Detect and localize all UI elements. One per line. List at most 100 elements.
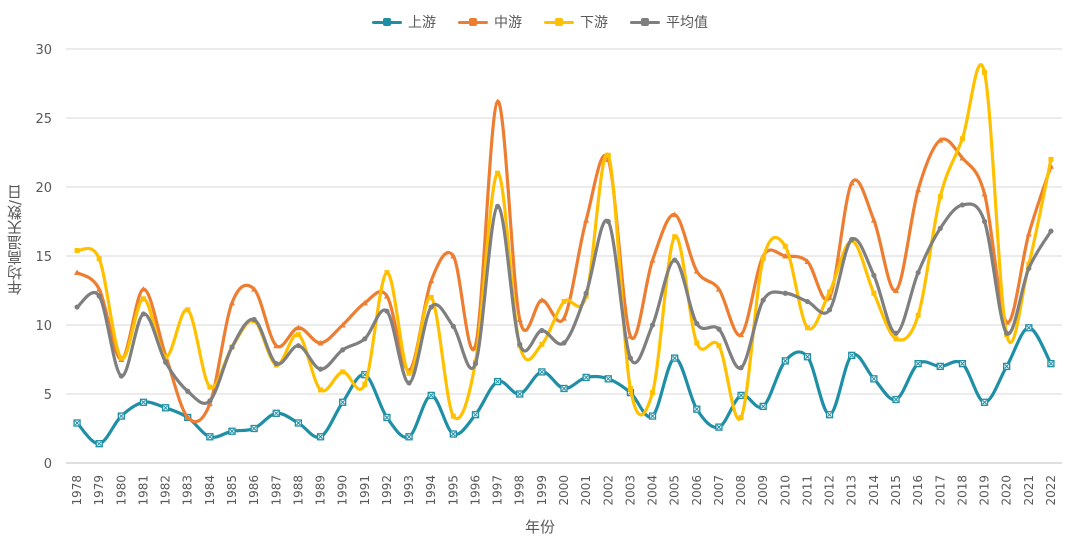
data-point [804,258,811,265]
x-tick-label: 2001 [579,475,593,506]
data-point [893,336,899,342]
data-point [428,277,435,284]
data-point [871,272,877,278]
data-point [295,324,302,331]
x-tick-label: 1995 [446,475,460,506]
data-point [716,343,722,349]
x-tick-label: 2017 [933,475,947,506]
y-tick-label: 20 [35,181,52,196]
x-axis-ticks: 1978 1979 1980 1981 1982 1983 1984 1985 1986 1987… [70,475,1058,506]
data-point-cross [74,420,80,426]
data-point [827,289,833,295]
data-point [627,385,633,391]
x-tick-label: 2008 [734,475,748,506]
data-point [538,297,545,303]
data-point-cross [318,434,323,440]
data-point-cross [782,358,788,364]
data-point [318,387,324,393]
legend-label-midstream: 中游 [494,15,522,31]
data-point [937,137,944,143]
data-point [716,326,722,332]
data-point-cross [1048,361,1054,366]
data-point [694,340,700,346]
legend-swatch-midstream [458,15,488,29]
data-point [915,186,922,193]
data-point [185,388,191,394]
y-tick-label: 15 [35,250,52,265]
y-tick-label: 25 [35,112,52,127]
data-point [760,256,766,262]
legend: 上游 中游 下游 平均值 [0,12,1080,32]
data-point-cross [1004,364,1010,369]
data-point [251,316,257,323]
x-tick-label: 1999 [535,475,549,506]
data-point [207,384,213,390]
data-point [118,355,124,361]
x-tick-label: 1988 [291,475,305,506]
x-tick-label: 2021 [1022,475,1036,506]
x-tick-label: 1989 [314,475,328,506]
data-point-cross [428,393,434,398]
legend-item-upstream: 上游 [372,12,436,32]
data-point [583,217,590,223]
data-point [760,297,766,303]
data-point-cross [561,386,567,391]
data-point [782,243,788,249]
x-tick-label: 1998 [513,475,527,506]
data-point [982,69,988,75]
data-point [915,269,921,276]
gridlines [66,48,1062,464]
data-point-cross [849,353,855,358]
data-point [384,270,390,276]
data-point-cross [473,412,478,418]
x-tick-label: 1978 [70,475,84,506]
data-point [1026,265,1032,272]
x-tick-label: 1996 [468,475,482,506]
data-point [649,322,656,328]
data-point [406,370,412,376]
data-point [273,342,280,349]
data-point [317,339,324,346]
data-point [782,290,788,296]
x-tick-label: 2018 [955,475,969,506]
x-tick-label: 1981 [136,475,150,506]
data-point [516,316,523,322]
data-point [915,312,921,318]
data-point-cross [694,406,700,412]
data-point [185,307,191,313]
legend-swatch-downstream [544,15,574,29]
x-tick-label: 1979 [92,475,106,506]
data-point [495,203,501,209]
data-point [672,234,678,240]
data-point [804,298,811,305]
data-point [804,325,810,331]
data-point [672,257,678,263]
x-tick-label: 2004 [646,475,660,506]
data-point [1026,261,1032,267]
series-midstream [74,98,1054,424]
x-tick-label: 1982 [159,475,173,506]
series-average [74,202,1054,405]
data-point [362,381,368,387]
series-upstream [73,324,1055,448]
y-tick-label: 0 [44,457,52,472]
data-point [738,331,745,338]
data-point [406,380,412,386]
x-tick-label: 2011 [800,475,814,506]
legend-label-upstream: 上游 [408,15,436,31]
x-tick-label: 2009 [756,475,770,506]
data-point [693,268,700,274]
data-point [163,354,169,360]
data-point [738,365,744,371]
x-tick-label: 2014 [867,475,881,506]
data-point [627,333,634,339]
x-tick-label: 1991 [358,475,372,506]
data-point [362,336,368,342]
data-point [428,304,434,310]
data-point [937,194,943,200]
y-tick-label: 5 [44,388,52,403]
x-tick-label: 1986 [247,475,261,506]
data-point-cross [450,431,456,437]
data-point [1025,230,1032,237]
